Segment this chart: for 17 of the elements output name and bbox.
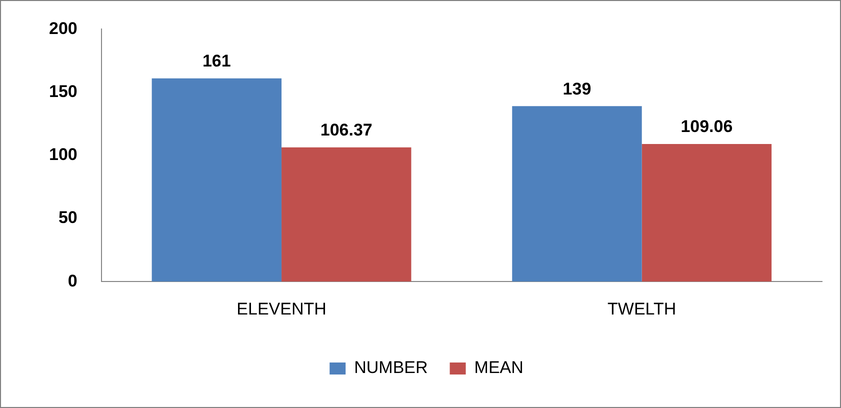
- y-tick-label: 0: [68, 271, 78, 290]
- data-label: 106.37: [320, 120, 372, 140]
- data-label: 161: [202, 52, 231, 71]
- bar: [152, 78, 282, 282]
- y-tick-label: 50: [58, 208, 78, 228]
- y-tick-label: 150: [48, 82, 78, 101]
- bar: [512, 106, 642, 282]
- data-label: 109.06: [680, 117, 733, 136]
- x-tick-label: TWELTH: [608, 299, 676, 318]
- y-tick-label: 100: [48, 145, 78, 164]
- bar: [642, 144, 772, 282]
- legend-label: NUMBER: [354, 358, 428, 378]
- data-label: 139: [562, 79, 592, 98]
- bar: [282, 147, 412, 282]
- y-tick-label: 200: [48, 18, 78, 38]
- x-tick-label: ELEVENTH: [236, 299, 326, 318]
- legend-label: MEAN: [474, 358, 524, 378]
